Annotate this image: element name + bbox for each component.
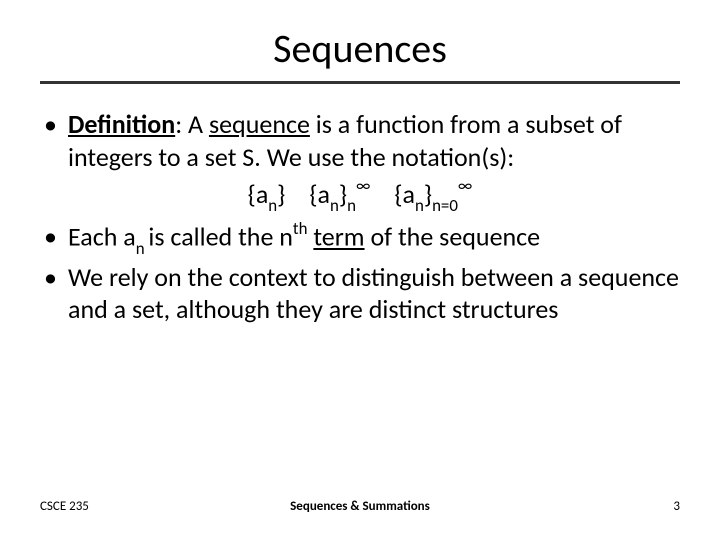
- notation-1: {an}: [248, 178, 286, 210]
- notation-2: {an}n∞: [309, 178, 370, 210]
- footer-topic: Sequences & Summations: [290, 499, 430, 514]
- slide: Sequences • Definition: A sequence is a …: [0, 0, 720, 540]
- term-word: term: [313, 221, 364, 253]
- bullet-3-text: We rely on the context to distinguish be…: [68, 261, 680, 326]
- bullet-dot: •: [40, 220, 68, 257]
- notation-3: {an}n=0∞: [394, 178, 472, 210]
- content-body: • Definition: A sequence is a function f…: [40, 108, 680, 326]
- bullet-dot: •: [40, 261, 68, 326]
- bullet-3: • We rely on the context to distinguish …: [40, 261, 680, 326]
- bullet-2-text: Each an is called the nth term of the se…: [68, 220, 680, 257]
- notation-row: {an} {an}n∞ {an}n=0∞: [40, 177, 680, 214]
- slide-footer: CSCE 235 Sequences & Summations 3: [0, 499, 720, 514]
- sequence-word: sequence: [209, 108, 310, 140]
- definition-label: Definition: [68, 108, 175, 140]
- bullet-2: • Each an is called the nth term of the …: [40, 220, 680, 257]
- slide-title: Sequences: [40, 24, 680, 73]
- title-rule: [40, 81, 680, 84]
- footer-course: CSCE 235: [40, 499, 89, 514]
- bullet-dot: •: [40, 108, 68, 173]
- bullet-1: • Definition: A sequence is a function f…: [40, 108, 680, 173]
- bullet-1-colon: : A: [175, 108, 209, 140]
- bullet-1-text: Definition: A sequence is a function fro…: [68, 108, 680, 173]
- footer-page: 3: [673, 499, 680, 514]
